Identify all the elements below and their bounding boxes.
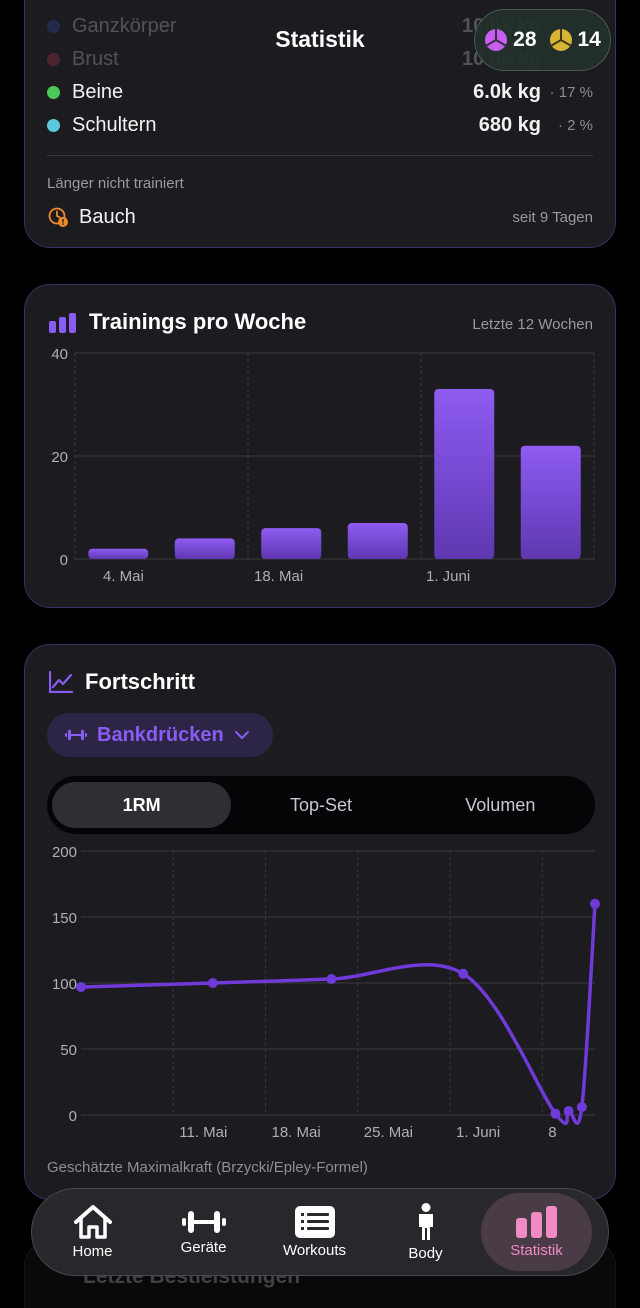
tab-label: Statistik <box>510 1241 563 1259</box>
muscle-row[interactable]: Beine 6.0k kg · 17 % <box>47 77 593 107</box>
muscle-name: Brust <box>72 47 119 70</box>
purple-sphere-icon <box>485 29 508 51</box>
data-point <box>76 981 86 992</box>
exercise-selector[interactable]: Bankdrücken <box>47 713 273 757</box>
muscle-name: Ganzkörper <box>72 14 177 37</box>
progress-card: Fortschritt Bankdrücken 1RM Top-Set Volu… <box>24 644 616 1200</box>
card-title: Trainings pro Woche <box>89 309 307 334</box>
page-title: Statistik <box>275 26 365 52</box>
chart-caption: Geschätzte Maximalkraft (Brzycki/Epley-F… <box>47 1159 368 1176</box>
data-point <box>576 1102 587 1113</box>
tab-label: Home <box>72 1242 113 1260</box>
trend-line-icon <box>49 671 73 693</box>
data-point <box>207 978 218 988</box>
muscle-name: Beine <box>72 80 124 103</box>
segment-top-set[interactable]: Top-Set <box>289 794 353 815</box>
weekly-trainings-card: Trainings pro Woche Letzte 12 Wochen 0 20… <box>24 284 616 608</box>
x-tick-label: 25. Mai <box>364 1124 413 1141</box>
tab-bar: Home Geräte Workouts Body <box>31 1188 609 1276</box>
x-tick-label: 1. Juni <box>426 568 470 585</box>
dumbbell-icon <box>65 730 87 740</box>
not-trained-item[interactable]: Bauch seit 9 Tagen <box>47 203 593 231</box>
list-icon <box>294 1205 335 1238</box>
metric-segmented-control: 1RM Top-Set Volumen <box>47 776 595 834</box>
bar <box>520 445 581 559</box>
legend-dot <box>47 19 60 33</box>
x-tick-label: 18. Mai <box>272 1124 321 1141</box>
segment-volumen[interactable]: Volumen <box>465 794 536 815</box>
bar-chart-icon <box>515 1205 557 1238</box>
legend-dot <box>47 52 60 66</box>
tab-home[interactable]: Home <box>37 1193 148 1271</box>
data-point <box>458 968 469 979</box>
bar <box>261 528 322 559</box>
gold-counter: 14 <box>549 28 601 52</box>
house-icon <box>73 1204 112 1239</box>
y-tick-label: 40 <box>51 346 68 363</box>
muscle-name: Schultern <box>72 113 157 136</box>
tab-label: Workouts <box>282 1241 347 1259</box>
x-tick-label: 4. Mai <box>103 568 144 585</box>
purple-counter: 28 <box>484 28 537 52</box>
bar <box>174 538 235 559</box>
purple-counter-value: 28 <box>513 28 537 51</box>
y-tick-label: 200 <box>52 844 77 861</box>
chevron-down-icon <box>234 731 249 739</box>
tab-body[interactable]: Body <box>370 1193 481 1271</box>
tab-statistik[interactable]: Statistik <box>481 1193 592 1271</box>
x-tick-label: 18. Mai <box>254 568 303 585</box>
weekly-bar-chart: 0 20 40 4. Mai 18. Mai 1. Juni <box>51 346 595 585</box>
dumbbell-icon <box>181 1210 226 1233</box>
bar <box>347 522 408 559</box>
exercise-label: Bankdrücken <box>97 723 224 746</box>
y-tick-label: 150 <box>52 910 77 927</box>
bar <box>434 389 495 559</box>
clock-warning-icon <box>48 207 68 227</box>
card-subtitle: Letzte 12 Wochen <box>472 316 593 333</box>
muscle-row[interactable]: Schultern 680 kg · 2 % <box>47 110 593 140</box>
gold-counter-value: 14 <box>577 28 601 51</box>
since-label: seit 9 Tagen <box>512 208 593 226</box>
progress-line-chart: 0 50 100 150 200 11. Mai 18. Mai 25. Mai 1. Juni… <box>52 844 600 1141</box>
legend-dot <box>47 85 60 99</box>
data-point <box>550 1108 561 1119</box>
not-trained-heading: Länger nicht trainiert <box>47 175 184 192</box>
counter-pill[interactable]: 28 14 <box>474 9 611 71</box>
data-point <box>563 1106 574 1117</box>
muscle-percentage: · 2 % <box>557 116 593 134</box>
y-tick-label: 0 <box>60 552 68 569</box>
bar <box>88 548 149 559</box>
gold-sphere-icon <box>549 29 572 51</box>
y-tick-label: 0 <box>69 1108 77 1125</box>
muscle-percentage: · 17 % <box>549 83 593 101</box>
legend-dot <box>47 118 60 132</box>
tab-workouts[interactable]: Workouts <box>259 1193 370 1271</box>
x-tick-label: 8 <box>548 1124 556 1141</box>
y-tick-label: 20 <box>51 449 68 466</box>
muscle-weight: 6.0k kg <box>473 80 541 103</box>
tab-geraete[interactable]: Geräte <box>148 1193 259 1271</box>
bar-chart-icon <box>49 313 76 333</box>
y-tick-label: 50 <box>60 1042 77 1059</box>
x-tick-label: 11. Mai <box>179 1124 227 1141</box>
series-line <box>79 902 597 1125</box>
tab-label: Body <box>408 1244 443 1262</box>
y-tick-label: 100 <box>52 976 77 993</box>
data-point <box>590 898 600 909</box>
divider <box>47 155 593 156</box>
muscle-weight: 680 kg <box>478 113 541 136</box>
tab-label: Geräte <box>180 1238 227 1256</box>
data-point <box>326 974 337 985</box>
muscle-name: Bauch <box>79 205 136 228</box>
segment-1rm[interactable]: 1RM <box>52 782 232 828</box>
x-tick-label: 1. Juni <box>456 1124 500 1141</box>
person-icon <box>418 1202 433 1240</box>
card-title: Fortschritt <box>85 669 195 694</box>
